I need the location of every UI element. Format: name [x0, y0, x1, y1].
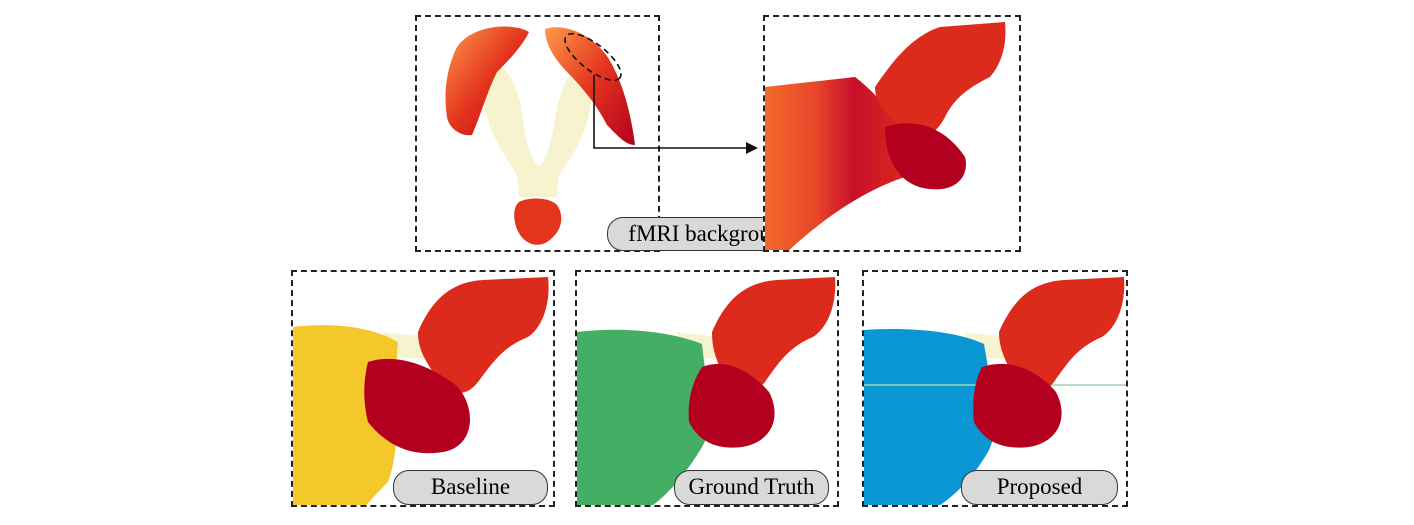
fiber-lower	[364, 358, 470, 454]
baseline-label: Baseline	[393, 470, 548, 505]
proposed-visual	[864, 277, 1126, 505]
proposed-cluster-region	[864, 328, 996, 505]
proposed-panel	[862, 270, 1128, 507]
proposed-label: Proposed	[961, 470, 1118, 505]
fiber-bundle-zoom	[765, 22, 1006, 250]
ground-truth-panel	[575, 270, 839, 507]
zoom-bundle-left	[765, 77, 913, 250]
brainstem-fibers	[514, 198, 562, 245]
fiber-upper	[418, 277, 549, 393]
arrow-head-icon	[746, 142, 758, 154]
ground-truth-cluster-region	[577, 329, 710, 505]
ground-truth-label: Ground Truth	[674, 470, 829, 505]
zoom-bundle-upper	[875, 22, 1006, 138]
baseline-visual	[293, 277, 549, 505]
fiber-upper	[712, 277, 836, 393]
fiber-lower	[688, 363, 775, 448]
left-lobe-fibers	[445, 26, 529, 136]
zoom-panel	[763, 15, 1021, 252]
fiber-upper	[999, 277, 1125, 393]
brain-background-shape	[483, 64, 592, 197]
ground-truth-visual	[577, 277, 836, 505]
baseline-panel	[291, 270, 555, 507]
zoom-bundle-core	[885, 123, 966, 190]
fiber-lower	[973, 363, 1062, 448]
